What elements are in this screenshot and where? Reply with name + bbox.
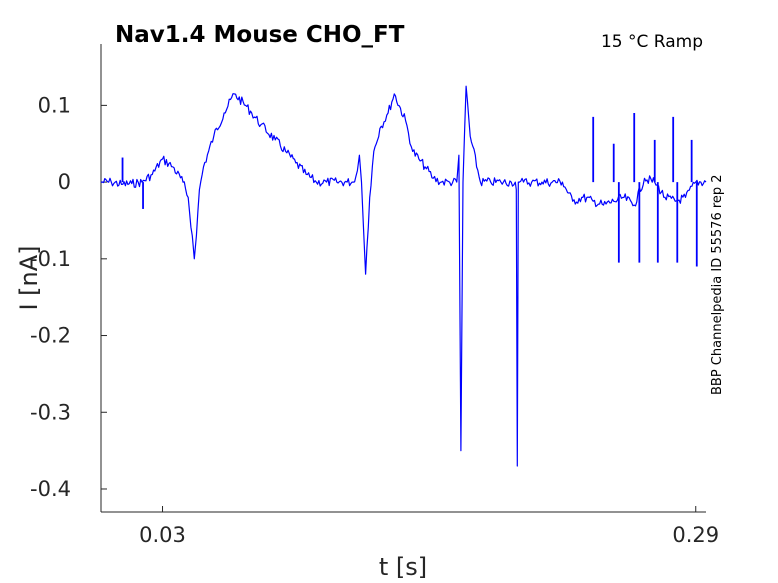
channelpedia-id-label: BBP Channelpedia ID 55576 rep 2 — [710, 174, 725, 395]
x-tick-label: 0.03 — [139, 523, 186, 547]
y-axis-label: I [nA] — [15, 245, 43, 310]
x-tick-label: 0.29 — [672, 523, 719, 547]
y-tick-label: 0.1 — [38, 93, 71, 117]
condition-label: 15 °C Ramp — [601, 32, 703, 52]
y-tick-label: -0.1 — [30, 247, 71, 271]
trace-line — [100, 85, 707, 467]
chart-title: Nav1.4 Mouse CHO_FT — [115, 22, 405, 48]
x-axis-label: t [s] — [379, 553, 427, 581]
y-tick-label: -0.4 — [30, 477, 71, 501]
current-trace — [100, 85, 707, 467]
y-tick-label: -0.2 — [30, 324, 71, 348]
y-tick-label: -0.3 — [30, 400, 71, 424]
y-tick-label: 0 — [58, 170, 71, 194]
axes: 0.1 0 -0.1 -0.2 -0.3 -0.4 0.03 0.29 — [30, 44, 719, 547]
